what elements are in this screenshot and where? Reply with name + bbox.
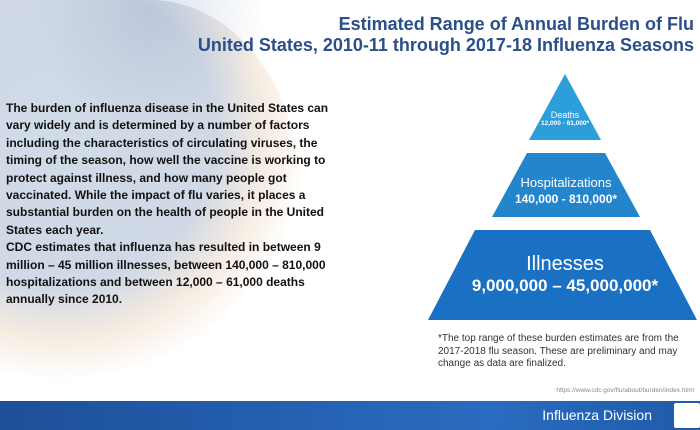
body-paragraph-1: The burden of influenza disease in the U… <box>6 101 329 237</box>
footer-division-label: Influenza Division <box>542 407 652 423</box>
slide-title: Estimated Range of Annual Burden of Flu … <box>198 14 694 56</box>
pyramid-tier-hospitalizations <box>492 153 640 217</box>
virus-background-image <box>0 0 300 380</box>
illnesses-label: Illnesses <box>526 253 604 275</box>
virus-background-image-highlight <box>20 0 280 120</box>
pyramid-tier-deaths <box>529 74 601 140</box>
source-url[interactable]: https://www.cdc.gov/flu/about/burden/ind… <box>556 387 694 394</box>
deaths-label: Deaths <box>550 110 580 120</box>
deaths-range: 12,000 - 61,000* <box>540 120 590 127</box>
title-line-2: United States, 2010-11 through 2017-18 I… <box>197 35 694 55</box>
body-text: The burden of influenza disease in the U… <box>6 100 346 309</box>
illnesses-range: 9,000,000 – 45,000,000* <box>471 276 659 295</box>
hospitalizations-tier-text: Hospitalizations 140,000 - 810,000* <box>492 175 640 206</box>
deaths-tier-text: Deaths 12,000 - 61,000* <box>529 110 601 127</box>
pyramid-tier-illnesses <box>428 230 697 320</box>
hospitalizations-range: 140,000 - 810,000* <box>514 192 618 206</box>
cdc-logo <box>674 403 700 428</box>
footnote: *The top range of these burden estimates… <box>438 333 679 369</box>
title-line-1: Estimated Range of Annual Burden of Flu <box>338 14 694 34</box>
illnesses-tier-text: Illnesses 9,000,000 – 45,000,000* <box>440 253 690 297</box>
body-paragraph-2: CDC estimates that influenza has resulte… <box>6 240 326 307</box>
footer-bar <box>0 401 700 430</box>
hospitalizations-label: Hospitalizations <box>520 175 612 190</box>
